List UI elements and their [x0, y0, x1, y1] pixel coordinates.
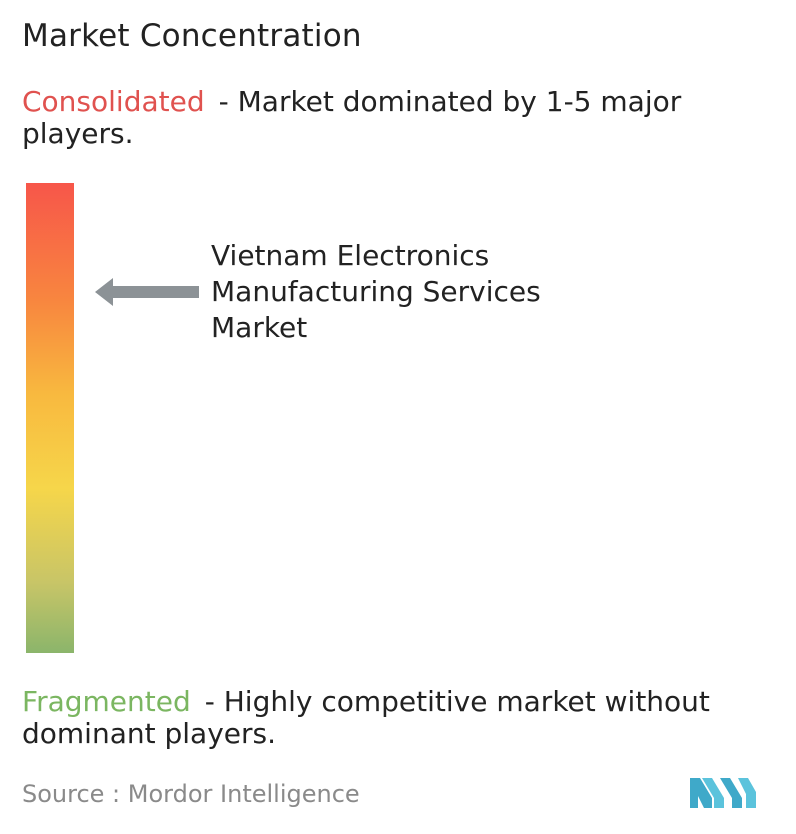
consolidated-description: Consolidated - Market dominated by 1-5 ma…	[22, 86, 792, 150]
fragmented-term: Fragmented	[22, 685, 191, 718]
chart-title: Market Concentration	[22, 18, 362, 54]
fragmented-text: - Highly competitive market without domi…	[22, 685, 710, 750]
source-credit: Source : Mordor Intelligence	[22, 780, 360, 808]
market-label-line: Manufacturing Services	[211, 275, 541, 308]
fragmented-description: Fragmented - Highly competitive market wi…	[22, 686, 792, 750]
consolidated-term: Consolidated	[22, 85, 205, 118]
market-label: Vietnam Electronics Manufacturing Servic…	[211, 238, 631, 346]
market-label-line: Vietnam Electronics	[211, 239, 490, 272]
consolidated-text: - Market dominated by 1-5 major players.	[22, 85, 682, 150]
concentration-scale-bar	[26, 183, 74, 653]
market-position-arrow-icon	[95, 278, 199, 306]
market-label-line: Market	[211, 311, 308, 344]
mordor-intelligence-logo-icon	[690, 778, 756, 808]
